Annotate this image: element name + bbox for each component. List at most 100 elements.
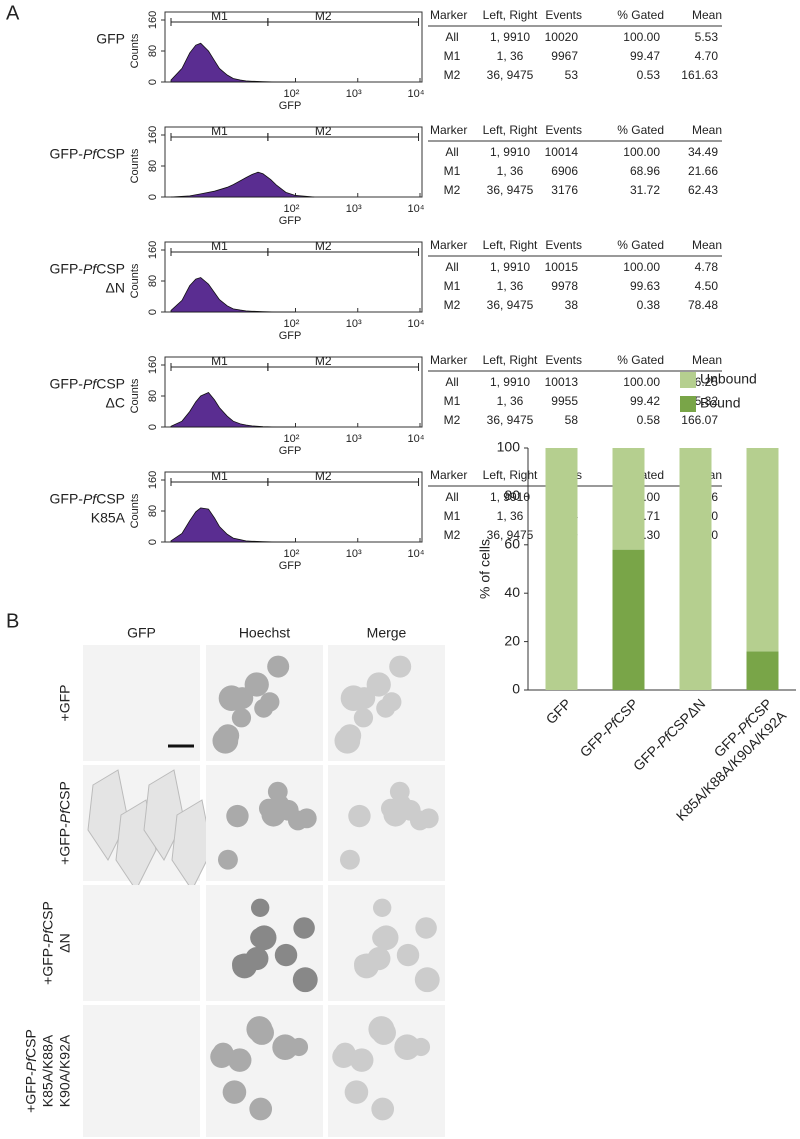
nucleus — [354, 953, 379, 979]
nucleus — [411, 1037, 431, 1057]
cell-outline — [171, 799, 213, 891]
table-cell: M1 — [444, 509, 461, 523]
y-tick-label: 160 — [147, 356, 159, 374]
y-axis-label: Counts — [129, 33, 141, 68]
y-tick-label: 0 — [147, 194, 159, 200]
x-tick-label: 10³ — [346, 88, 362, 100]
gate-label: M2 — [315, 124, 332, 138]
table-header: Marker — [430, 353, 467, 367]
x-axis-label: GFP — [279, 215, 302, 227]
x-tick-label: 10² — [284, 548, 300, 560]
y-tick-label: 20 — [504, 632, 520, 648]
table-cell: 4.70 — [695, 49, 719, 63]
bar-segment — [612, 448, 645, 550]
x-axis-label: GFP — [279, 100, 302, 112]
table-cell: 6906 — [551, 164, 578, 178]
table-header: Left, Right — [483, 8, 538, 22]
table-header: Marker — [430, 8, 467, 22]
nucleus — [339, 849, 360, 870]
table-header: Events — [545, 8, 582, 22]
micrograph — [83, 885, 200, 1001]
table-cell: 99.47 — [630, 49, 660, 63]
gate-label: M2 — [315, 469, 332, 483]
row-label: ΔN — [57, 933, 73, 952]
nucleus — [274, 943, 298, 967]
table-cell: 1, 9910 — [490, 375, 530, 389]
y-axis-label: % of cells — [477, 539, 493, 599]
gate-label: M1 — [211, 124, 228, 138]
x-axis-label: GFP — [279, 330, 302, 342]
table-cell: 38 — [565, 298, 579, 312]
nucleus — [382, 692, 402, 712]
table-cell: All — [445, 490, 458, 504]
table-cell: 99.42 — [630, 394, 660, 408]
bar-segment — [612, 549, 645, 690]
table-cell: M1 — [444, 164, 461, 178]
nucleus — [289, 1037, 309, 1057]
nucleus — [287, 810, 308, 831]
y-tick-label: 80 — [147, 505, 159, 517]
nucleus — [261, 802, 286, 827]
table-cell: 62.43 — [688, 183, 718, 197]
nucleus — [371, 1097, 395, 1121]
table-cell: 1, 36 — [497, 509, 524, 523]
nucleus — [293, 917, 315, 939]
nucleus — [394, 1034, 420, 1061]
table-cell: 36, 9475 — [487, 528, 534, 542]
nucleus — [217, 849, 238, 870]
table-cell: 10014 — [545, 145, 579, 159]
y-tick-label: 160 — [147, 126, 159, 144]
table-header: Mean — [692, 353, 722, 367]
nucleus — [272, 1034, 298, 1061]
table-cell: 36, 9475 — [487, 413, 534, 427]
gate-label: M1 — [211, 469, 228, 483]
nucleus — [210, 1045, 233, 1069]
nucleus — [212, 727, 239, 754]
sample-label: GFP-PfCSP — [50, 261, 125, 277]
sample-label: K85A — [91, 510, 126, 526]
table-cell: 5.32 — [695, 394, 719, 408]
x-tick-label: 10² — [284, 433, 300, 445]
y-axis-label: Counts — [129, 378, 141, 413]
table-cell: 161.63 — [681, 68, 718, 82]
table-cell: 3176 — [551, 183, 578, 197]
y-tick-label: 160 — [147, 241, 159, 259]
x-tick-label: GFP-PfCSPΔN — [630, 695, 708, 773]
table-cell: 9978 — [551, 279, 578, 293]
table-cell: 100.00 — [623, 375, 660, 389]
table-header: Left, Right — [483, 468, 538, 482]
table-cell: All — [445, 145, 458, 159]
table-cell: 78.48 — [688, 298, 718, 312]
y-tick-label: 160 — [147, 11, 159, 29]
nucleus — [227, 1048, 252, 1072]
table-header: % Gated — [617, 238, 664, 252]
y-tick-label: 100 — [497, 439, 521, 455]
table-cell: 0.38 — [637, 298, 661, 312]
y-tick-label: 80 — [147, 275, 159, 287]
y-tick-label: 80 — [504, 487, 520, 503]
legend-label: Bound — [700, 395, 740, 411]
y-tick-label: 0 — [147, 79, 159, 85]
nucleus — [231, 708, 252, 728]
x-tick-label: GFP-PfCSP — [577, 695, 642, 760]
legend-label: Unbound — [700, 371, 757, 387]
table-cell: All — [445, 30, 458, 44]
x-tick-label: 10² — [284, 318, 300, 330]
table-cell: 1, 36 — [497, 279, 524, 293]
table-cell: 0.58 — [637, 413, 661, 427]
nucleus — [232, 953, 257, 979]
x-tick-label: 10³ — [346, 548, 362, 560]
nucleus — [340, 685, 367, 712]
nucleus — [389, 655, 412, 678]
nucleus — [353, 708, 374, 728]
y-tick-label: 0 — [147, 539, 159, 545]
sample-label: GFP-PfCSP — [50, 376, 125, 392]
table-cell: 9967 — [551, 49, 578, 63]
table-cell: All — [445, 260, 458, 274]
table-header: Marker — [430, 238, 467, 252]
nucleus — [249, 1097, 273, 1121]
nucleus — [409, 810, 430, 831]
table-header: Left, Right — [483, 238, 538, 252]
